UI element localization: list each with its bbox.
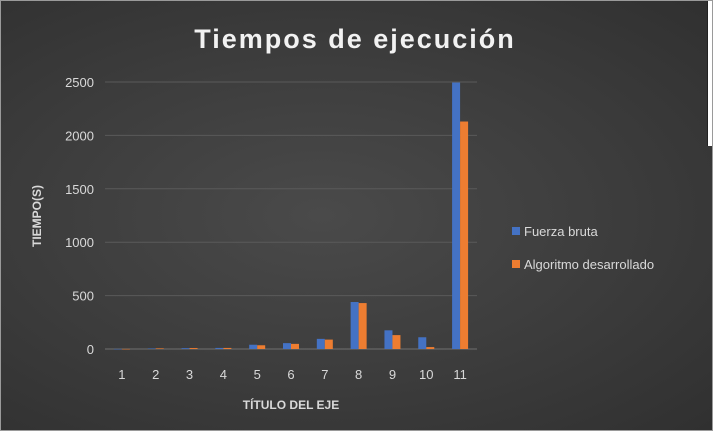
bar-algoritmo-desarrollado-10 — [426, 347, 435, 349]
bar-fuerza-bruta-7 — [316, 338, 325, 349]
bar-algoritmo-desarrollado-2 — [155, 348, 164, 349]
x-tick-label: 3 — [186, 367, 193, 382]
x-tick-label: 8 — [355, 367, 362, 382]
bar-fuerza-bruta-5 — [249, 344, 258, 349]
y-tick-label: 2500 — [65, 75, 94, 90]
bars — [113, 82, 469, 350]
y-axis-ticks: 0 500 1000 1500 2000 2500 — [65, 75, 94, 357]
bar-algoritmo-desarrollado-3 — [189, 348, 198, 349]
y-tick-label: 500 — [72, 289, 94, 304]
x-tick-label: 5 — [254, 367, 261, 382]
x-tick-label: 10 — [419, 367, 433, 382]
bar-algoritmo-desarrollado-6 — [291, 343, 299, 349]
bar-fuerza-bruta-1 — [113, 348, 122, 350]
x-tick-label: 11 — [453, 367, 467, 382]
x-tick-label: 7 — [321, 367, 328, 382]
bar-fuerza-bruta-8 — [350, 302, 359, 349]
x-axis-ticks: 1 2 3 4 5 6 7 8 9 10 11 — [118, 367, 467, 382]
x-tick-label: 4 — [220, 367, 227, 382]
bar-algoritmo-desarrollado-8 — [358, 303, 367, 349]
legend-swatch — [512, 260, 520, 268]
y-tick-label: 1500 — [65, 182, 94, 197]
bar-algoritmo-desarrollado-7 — [324, 339, 333, 349]
x-tick-label: 9 — [389, 367, 396, 382]
bar-fuerza-bruta-10 — [418, 337, 427, 349]
bar-fuerza-bruta-3 — [181, 348, 190, 349]
y-axis-label: TIEMPO(S) — [30, 185, 44, 247]
bar-fuerza-bruta-2 — [147, 348, 156, 349]
bar-algoritmo-desarrollado-9 — [392, 335, 401, 349]
x-tick-label: 2 — [152, 367, 159, 382]
bar-algoritmo-desarrollado-1 — [121, 348, 130, 350]
bar-algoritmo-desarrollado-4 — [223, 347, 232, 349]
bar-fuerza-bruta-6 — [283, 343, 291, 349]
window-edge — [707, 1, 712, 146]
chart-title: Tiempos de ejecución — [194, 24, 516, 54]
bar-fuerza-bruta-4 — [215, 347, 224, 349]
legend-swatch — [512, 227, 520, 235]
legend-item-algoritmo-desarrollado: Algoritmo desarrollado — [512, 257, 654, 272]
bar-fuerza-bruta-11 — [452, 82, 461, 349]
x-axis-label: TÍTULO DEL EJE — [243, 397, 339, 412]
y-tick-label: 1000 — [65, 235, 94, 250]
y-tick-label: 2000 — [65, 128, 94, 143]
gridlines — [105, 81, 477, 350]
bar-algoritmo-desarrollado-5 — [257, 345, 266, 349]
legend-label: Fuerza bruta — [524, 224, 598, 239]
bar-fuerza-bruta-9 — [384, 330, 393, 349]
y-tick-label: 0 — [87, 342, 94, 357]
legend-item-fuerza-bruta: Fuerza bruta — [512, 224, 598, 239]
bar-algoritmo-desarrollado-11 — [460, 121, 469, 350]
legend-label: Algoritmo desarrollado — [524, 257, 654, 272]
x-tick-label: 1 — [118, 367, 125, 382]
x-tick-label: 6 — [287, 367, 294, 382]
legend: Fuerza bruta Algoritmo desarrollado — [512, 224, 654, 272]
